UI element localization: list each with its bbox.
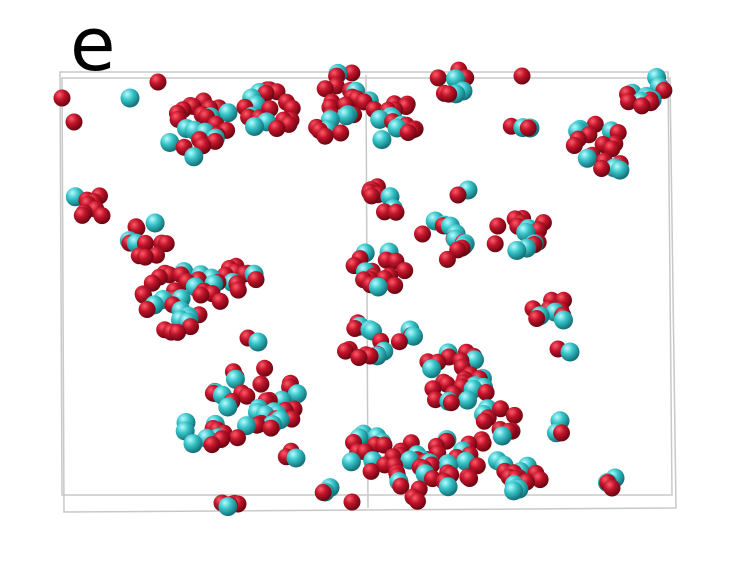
cyan-atom: [286, 448, 306, 468]
cyan-atom: [368, 277, 388, 297]
red-atom: [486, 235, 504, 253]
red-atom: [268, 120, 286, 137]
red-atom: [337, 342, 354, 360]
cyan-atom: [336, 106, 356, 126]
red-atom: [314, 484, 332, 501]
red-atom: [169, 323, 186, 341]
red-atom: [229, 281, 247, 299]
red-atom: [633, 97, 651, 115]
red-atom: [238, 387, 256, 405]
red-atom: [211, 292, 229, 310]
red-atom: [409, 492, 426, 510]
red-atom: [461, 470, 479, 487]
cyan-atom: [458, 390, 477, 410]
cyan-atom: [183, 434, 203, 454]
red-atom: [316, 80, 334, 98]
cyan-atom: [577, 148, 597, 168]
cyan-atom: [184, 147, 204, 167]
cyan-atom: [554, 310, 573, 330]
red-atom: [519, 119, 537, 137]
red-atom: [157, 235, 175, 253]
red-atom: [375, 436, 393, 454]
red-atom: [256, 359, 274, 377]
panel-label: e: [70, 2, 116, 88]
cyan-atom: [218, 103, 238, 123]
red-atom: [475, 412, 493, 430]
red-atom: [440, 85, 458, 103]
cyan-atom: [218, 497, 238, 517]
red-atom: [386, 277, 404, 294]
cyan-atom: [341, 452, 361, 472]
red-atom: [343, 493, 361, 511]
red-atom: [553, 424, 570, 442]
red-atom: [429, 69, 447, 87]
red-atom: [136, 248, 154, 266]
red-atom: [65, 113, 83, 131]
cyan-atom: [507, 241, 527, 260]
red-atom: [247, 271, 265, 289]
red-atom: [468, 457, 486, 475]
red-atom: [565, 137, 583, 154]
red-atom: [390, 333, 408, 351]
cyan-atom: [422, 359, 442, 379]
red-atom: [474, 434, 492, 452]
cyan-atom: [492, 426, 512, 446]
red-atom: [603, 140, 621, 158]
cyan-atom: [248, 332, 268, 352]
red-atom: [252, 375, 270, 393]
red-atom: [396, 262, 414, 280]
red-atom: [449, 186, 467, 204]
cyan-atom: [160, 133, 180, 152]
cyan-atom: [404, 326, 423, 346]
cyan-atom: [610, 160, 630, 180]
cyan-atom: [372, 130, 392, 150]
red-atom: [182, 318, 199, 336]
red-atom: [528, 310, 546, 327]
cyan-atom: [120, 88, 140, 108]
red-atom: [492, 400, 510, 418]
cyan-atom: [145, 213, 165, 233]
red-atom: [477, 384, 495, 401]
red-atom: [438, 250, 456, 268]
red-atom: [343, 64, 361, 82]
cyan-atom: [504, 481, 524, 501]
red-atom: [316, 127, 334, 145]
red-atom: [442, 394, 460, 412]
red-atom: [603, 479, 621, 497]
cyan-atom: [245, 117, 264, 136]
red-atom: [620, 93, 637, 111]
cyan-atom: [438, 477, 458, 497]
red-atom: [399, 124, 417, 141]
red-atom: [387, 203, 405, 221]
red-atom: [350, 349, 368, 366]
cyan-atom: [225, 369, 245, 389]
cyan-atom: [560, 342, 580, 362]
cyan-atom: [287, 384, 307, 404]
cyan-atom: [370, 109, 390, 129]
red-atom: [262, 419, 280, 437]
red-atom: [332, 124, 350, 142]
cyan-atom: [218, 397, 238, 417]
red-atom: [73, 206, 91, 224]
red-atom: [513, 67, 531, 85]
red-atom: [363, 187, 381, 205]
red-atom: [346, 320, 364, 337]
red-atom: [489, 217, 507, 235]
red-atom: [149, 73, 167, 91]
red-atom: [505, 406, 523, 424]
atoms-layer: [53, 61, 673, 517]
red-atom: [593, 160, 611, 177]
red-atom: [53, 89, 71, 107]
red-atom: [203, 436, 221, 454]
red-atom: [392, 477, 410, 495]
red-atom: [138, 301, 156, 318]
red-atom: [414, 225, 431, 243]
red-atom: [93, 207, 111, 225]
red-atom: [362, 462, 380, 480]
red-atom: [229, 429, 246, 447]
red-atom: [192, 286, 210, 304]
red-atom: [531, 471, 549, 489]
